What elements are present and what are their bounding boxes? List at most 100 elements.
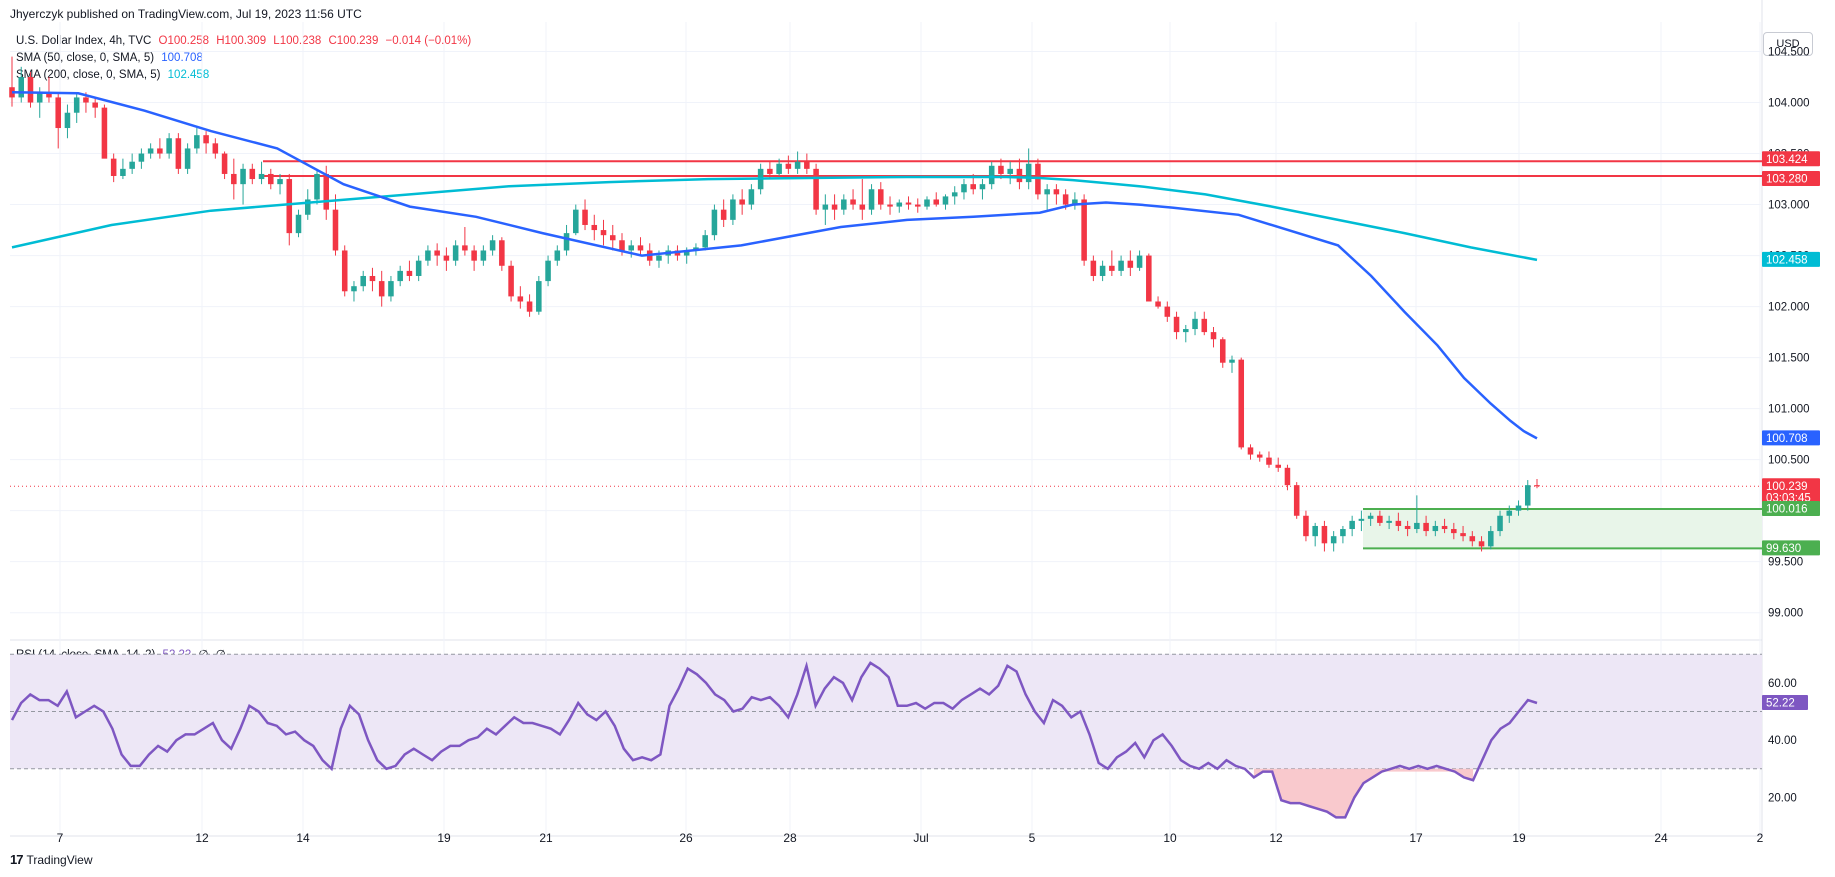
price-badge (1762, 151, 1820, 167)
candle-body (147, 148, 154, 154)
candle-body (1386, 520, 1392, 523)
rsi-y-tick-label: 60.00 (1768, 678, 1797, 690)
candle-body (702, 235, 708, 248)
price-badge-label: 103.424 (1766, 154, 1808, 166)
rsi-y-tick-label: 20.00 (1768, 792, 1797, 804)
sma200-row[interactable]: SMA (200, close, 0, SMA, 5) 102.458 (16, 67, 475, 84)
candle-body (415, 260, 422, 276)
candle-body (859, 204, 866, 210)
candle-body (988, 165, 995, 185)
candle-body (1451, 529, 1457, 534)
ohlc-row: U.S. Dollar Index, 4h, TVC O100.258 H100… (16, 33, 475, 50)
candle-body (1488, 531, 1494, 547)
sma50-value: 100.708 (161, 52, 203, 64)
symbol-label: U.S. Dollar Index, 4h, TVC (16, 35, 152, 47)
candle-body (609, 235, 616, 241)
candle-body (961, 184, 967, 193)
rsi-badge-label: 52.22 (1766, 697, 1795, 709)
candle-body (1155, 301, 1161, 307)
candle-body (720, 209, 727, 220)
candle-body (110, 158, 117, 176)
candle-body (1090, 260, 1097, 276)
candle-body (536, 281, 542, 312)
x-tick-label: 17 (1409, 831, 1423, 845)
price-badge-label: 100.016 (1766, 504, 1808, 516)
candle-body (240, 168, 246, 185)
candle-body (1081, 199, 1087, 261)
candle-body (489, 240, 496, 251)
candle-body (221, 153, 228, 174)
x-tick-label: 7 (57, 831, 64, 845)
price-badge (1762, 540, 1820, 556)
y-tick-label: 99.000 (1768, 608, 1803, 620)
footer[interactable]: 17 TradingView (10, 852, 93, 867)
candle-body (563, 233, 570, 251)
candle-body (157, 148, 163, 154)
candle-body (1256, 454, 1263, 458)
price-badge-label: 102.458 (1766, 254, 1808, 266)
tradingview-logo: 17 (10, 852, 24, 867)
candle-body (619, 240, 625, 251)
x-tick-label: Jul (913, 831, 928, 845)
candle-body (1534, 485, 1540, 487)
x-tick-label: 12 (195, 831, 209, 845)
x-tick-label: 19 (437, 831, 451, 845)
candle-body (101, 107, 108, 159)
candle-body (887, 204, 893, 207)
candle-body (896, 202, 903, 207)
sma200-line (11, 175, 1538, 262)
rsi-badge (1762, 694, 1808, 710)
candle-body (914, 204, 921, 207)
currency-button[interactable]: USD (1763, 32, 1813, 56)
candle-body (831, 204, 838, 210)
candle-body (1016, 168, 1023, 183)
candle-body (203, 135, 209, 144)
candle-body (138, 153, 145, 162)
sma50-row[interactable]: SMA (50, close, 0, SMA, 5) 100.708 (16, 50, 475, 67)
candle-body (369, 275, 376, 282)
candle-body (480, 250, 487, 261)
close-value: C100.239 (328, 35, 379, 47)
candle-body (545, 260, 551, 282)
y-tick-label: 104.000 (1768, 98, 1810, 110)
candle-body (1025, 163, 1032, 183)
price-badge (1762, 478, 1820, 505)
candle-body (1219, 339, 1226, 363)
candle-body (304, 199, 311, 215)
candle-body (628, 245, 635, 251)
candle-body (1312, 525, 1318, 537)
candle-body (129, 161, 135, 169)
candle-body (194, 135, 200, 149)
candle-body (36, 92, 43, 103)
candle-body (1109, 265, 1115, 271)
sma200-label: SMA (200, close, 0, SMA, 5) (16, 69, 161, 81)
candle-body (582, 209, 588, 225)
candle-body (1284, 467, 1291, 486)
candle-body (1007, 168, 1013, 174)
candle-body (1340, 529, 1346, 537)
candle-body (850, 199, 856, 205)
x-tick-label: 14 (296, 831, 310, 845)
candle-body (249, 168, 256, 180)
x-tick-label: 19 (1512, 831, 1526, 845)
candle-body (351, 286, 357, 292)
candle-body (1146, 255, 1152, 302)
x-tick-label: 28 (783, 831, 797, 845)
candle-body (397, 270, 403, 282)
candle-body (1164, 306, 1171, 317)
candle-body (970, 184, 976, 190)
candle-body (18, 77, 25, 98)
candle-body (27, 77, 34, 103)
x-tick-label: 12 (1269, 831, 1283, 845)
y-tick-label: 101.000 (1768, 404, 1810, 416)
candle-body (554, 250, 561, 261)
y-tick-label: 100.500 (1768, 455, 1810, 467)
candle-body (175, 138, 182, 169)
candle-body (979, 184, 986, 190)
candle-body (739, 199, 745, 205)
candle-body (1330, 536, 1337, 544)
sma50-line (11, 91, 1538, 440)
candle-body (711, 209, 718, 236)
x-tick-label: 2 (1757, 831, 1764, 845)
